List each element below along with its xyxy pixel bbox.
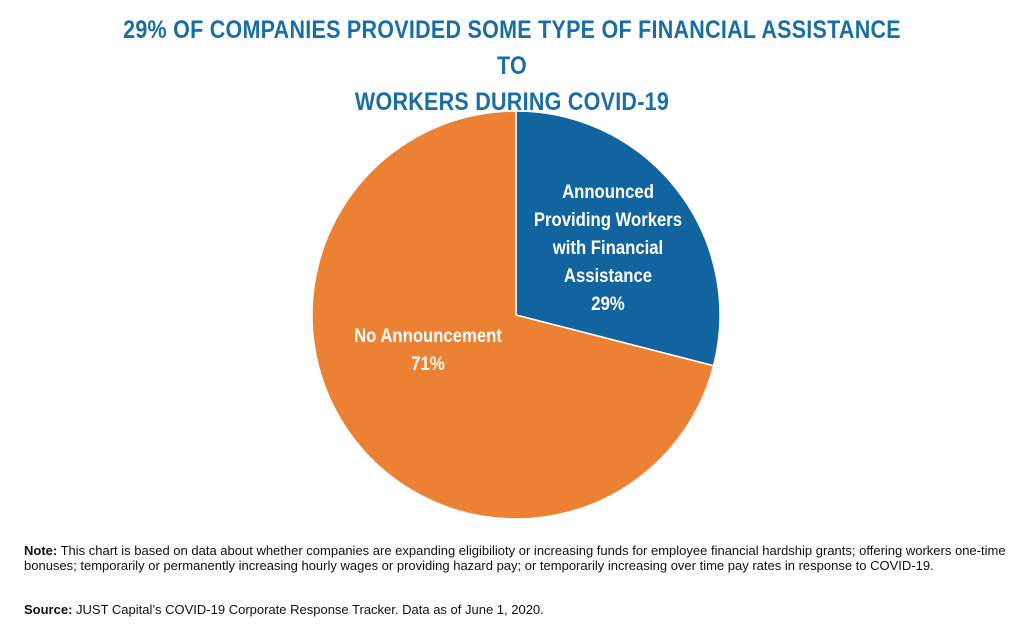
slice-label-1: No Announcement 71% <box>354 325 502 374</box>
note-label: Note: <box>24 543 58 558</box>
slice-name-label-0: Announced <box>562 181 654 202</box>
chart-title-line-1: 29% OF COMPANIES PROVIDED SOME TYPE OF F… <box>123 16 901 80</box>
source-label: Source: <box>24 602 73 617</box>
slice-name-label-1: No Announcement <box>354 325 502 346</box>
chart-title: 29% OF COMPANIES PROVIDED SOME TYPE OF F… <box>106 12 918 120</box>
slice-name-label-0: Providing Workers <box>534 209 682 230</box>
slice-value-label-1: 71% <box>411 353 445 374</box>
chart-note: Note: This chart is based on data about … <box>24 543 1009 573</box>
slice-name-label-0: with Financial <box>552 237 663 258</box>
slice-value-label-0: 29% <box>591 293 625 314</box>
note-text: This chart is based on data about whethe… <box>24 543 1006 573</box>
chart-source: Source: JUST Capital’s COVID-19 Corporat… <box>24 602 1004 617</box>
slice-label-0: Announced Providing Workers with Financial… <box>534 181 682 314</box>
slice-name-label-0: Assistance <box>564 265 652 286</box>
source-text: JUST Capital’s COVID-19 Corporate Respon… <box>72 602 544 617</box>
pie-slice-1 <box>311 110 715 520</box>
pie-slice-0 <box>515 110 721 367</box>
